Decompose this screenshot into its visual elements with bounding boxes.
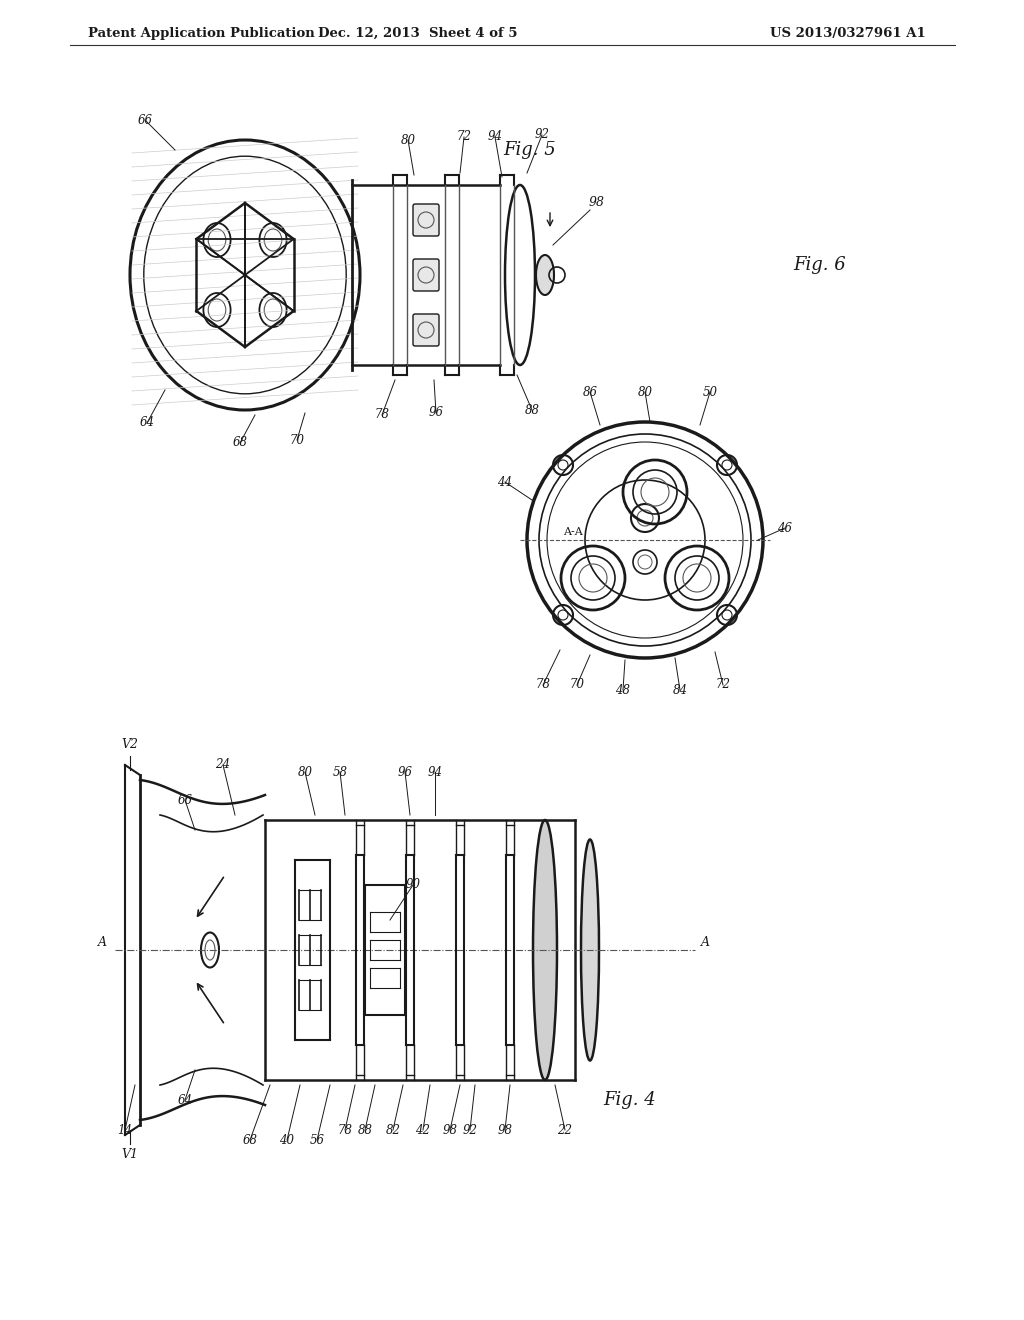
Text: 98: 98 xyxy=(442,1123,458,1137)
Text: 78: 78 xyxy=(375,408,389,421)
Text: 96: 96 xyxy=(397,766,413,779)
Text: 22: 22 xyxy=(557,1123,572,1137)
Ellipse shape xyxy=(581,840,599,1060)
Text: Patent Application Publication: Patent Application Publication xyxy=(88,26,314,40)
Text: Fig. 5: Fig. 5 xyxy=(504,141,556,158)
Text: A: A xyxy=(700,936,710,949)
Text: 92: 92 xyxy=(535,128,550,141)
Text: 46: 46 xyxy=(777,521,793,535)
Text: 78: 78 xyxy=(338,1123,352,1137)
Text: 92: 92 xyxy=(463,1123,477,1137)
Text: 72: 72 xyxy=(457,131,471,144)
Text: 40: 40 xyxy=(280,1134,295,1147)
Text: 66: 66 xyxy=(137,114,153,127)
Text: 68: 68 xyxy=(232,437,248,450)
Text: 98: 98 xyxy=(498,1123,512,1137)
FancyBboxPatch shape xyxy=(413,205,439,236)
Text: 80: 80 xyxy=(400,133,416,147)
Text: 82: 82 xyxy=(385,1123,400,1137)
Text: Fig. 4: Fig. 4 xyxy=(603,1092,656,1109)
Text: 70: 70 xyxy=(290,433,304,446)
Text: 88: 88 xyxy=(357,1123,373,1137)
Text: 68: 68 xyxy=(243,1134,257,1147)
Ellipse shape xyxy=(534,820,557,1080)
Text: 50: 50 xyxy=(702,385,718,399)
Text: 94: 94 xyxy=(487,131,503,144)
Text: 84: 84 xyxy=(673,684,687,697)
Text: 64: 64 xyxy=(139,417,155,429)
Text: V1: V1 xyxy=(122,1148,138,1162)
Text: A-A: A-A xyxy=(563,527,583,537)
Text: 88: 88 xyxy=(524,404,540,417)
Text: Fig. 6: Fig. 6 xyxy=(794,256,847,275)
Text: 66: 66 xyxy=(177,793,193,807)
Text: 64: 64 xyxy=(177,1093,193,1106)
Ellipse shape xyxy=(536,255,554,294)
Text: 78: 78 xyxy=(536,678,551,692)
Text: 42: 42 xyxy=(416,1123,430,1137)
FancyBboxPatch shape xyxy=(413,314,439,346)
Text: US 2013/0327961 A1: US 2013/0327961 A1 xyxy=(770,26,926,40)
Text: 70: 70 xyxy=(569,678,585,692)
Text: 80: 80 xyxy=(298,766,312,779)
FancyBboxPatch shape xyxy=(413,259,439,290)
Text: 44: 44 xyxy=(498,475,512,488)
Text: 86: 86 xyxy=(583,385,597,399)
Text: 94: 94 xyxy=(427,766,442,779)
Text: 96: 96 xyxy=(428,407,443,420)
Text: V2: V2 xyxy=(122,738,138,751)
Text: 48: 48 xyxy=(615,684,631,697)
Text: 58: 58 xyxy=(333,766,347,779)
Text: 90: 90 xyxy=(406,879,421,891)
Text: Dec. 12, 2013  Sheet 4 of 5: Dec. 12, 2013 Sheet 4 of 5 xyxy=(318,26,518,40)
Text: 72: 72 xyxy=(716,678,730,692)
Text: A: A xyxy=(97,936,106,949)
Text: 24: 24 xyxy=(215,759,230,771)
Text: 14: 14 xyxy=(118,1123,132,1137)
Text: 80: 80 xyxy=(638,385,652,399)
Text: 56: 56 xyxy=(309,1134,325,1147)
Text: 98: 98 xyxy=(589,197,605,210)
